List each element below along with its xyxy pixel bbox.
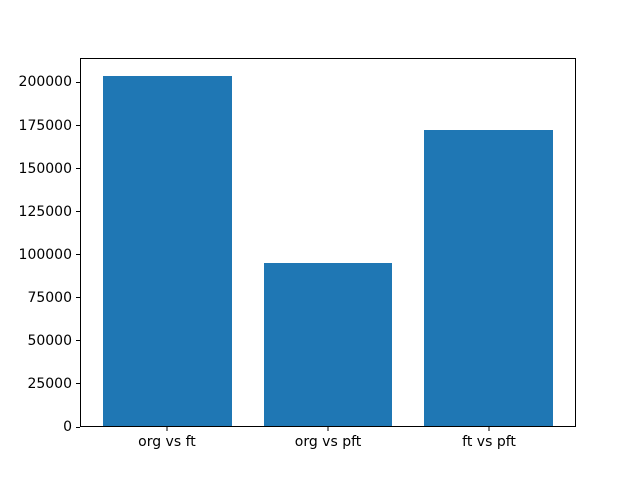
y-axis-tick-label: 0	[63, 419, 72, 435]
x-axis-tick-label: org vs ft	[138, 434, 196, 450]
y-axis-tick	[76, 254, 80, 256]
y-axis-tick-label: 175000	[18, 117, 72, 134]
bar-org-vs-ft	[103, 76, 232, 426]
y-axis-tick-label: 50000	[27, 332, 72, 349]
bar-org-vs-pft	[263, 263, 393, 426]
y-axis-tick	[76, 340, 80, 342]
y-axis-tick	[76, 125, 80, 127]
bar-ft-vs-pft	[424, 129, 553, 426]
y-axis-tick-label: 150000	[18, 160, 72, 177]
x-axis-tick-label: ft vs pft	[462, 434, 516, 450]
y-axis-tick-label: 75000	[27, 289, 72, 306]
y-axis-tick	[76, 81, 80, 83]
y-axis-tick-label: 25000	[27, 375, 72, 392]
y-axis-tick-label: 125000	[18, 203, 72, 220]
y-axis-tick-label: 100000	[18, 246, 72, 263]
x-axis-tick-label: org vs pft	[294, 434, 362, 450]
x-axis-tick	[166, 427, 168, 431]
y-axis-tick	[76, 383, 80, 385]
x-axis-tick	[327, 427, 329, 431]
x-axis-tick	[488, 427, 490, 431]
plot-area	[80, 58, 576, 427]
y-axis-tick	[76, 297, 80, 299]
y-axis-tick-label: 200000	[18, 74, 72, 91]
y-axis-tick	[76, 168, 80, 170]
y-axis-tick	[76, 426, 80, 428]
y-axis-tick	[76, 211, 80, 213]
